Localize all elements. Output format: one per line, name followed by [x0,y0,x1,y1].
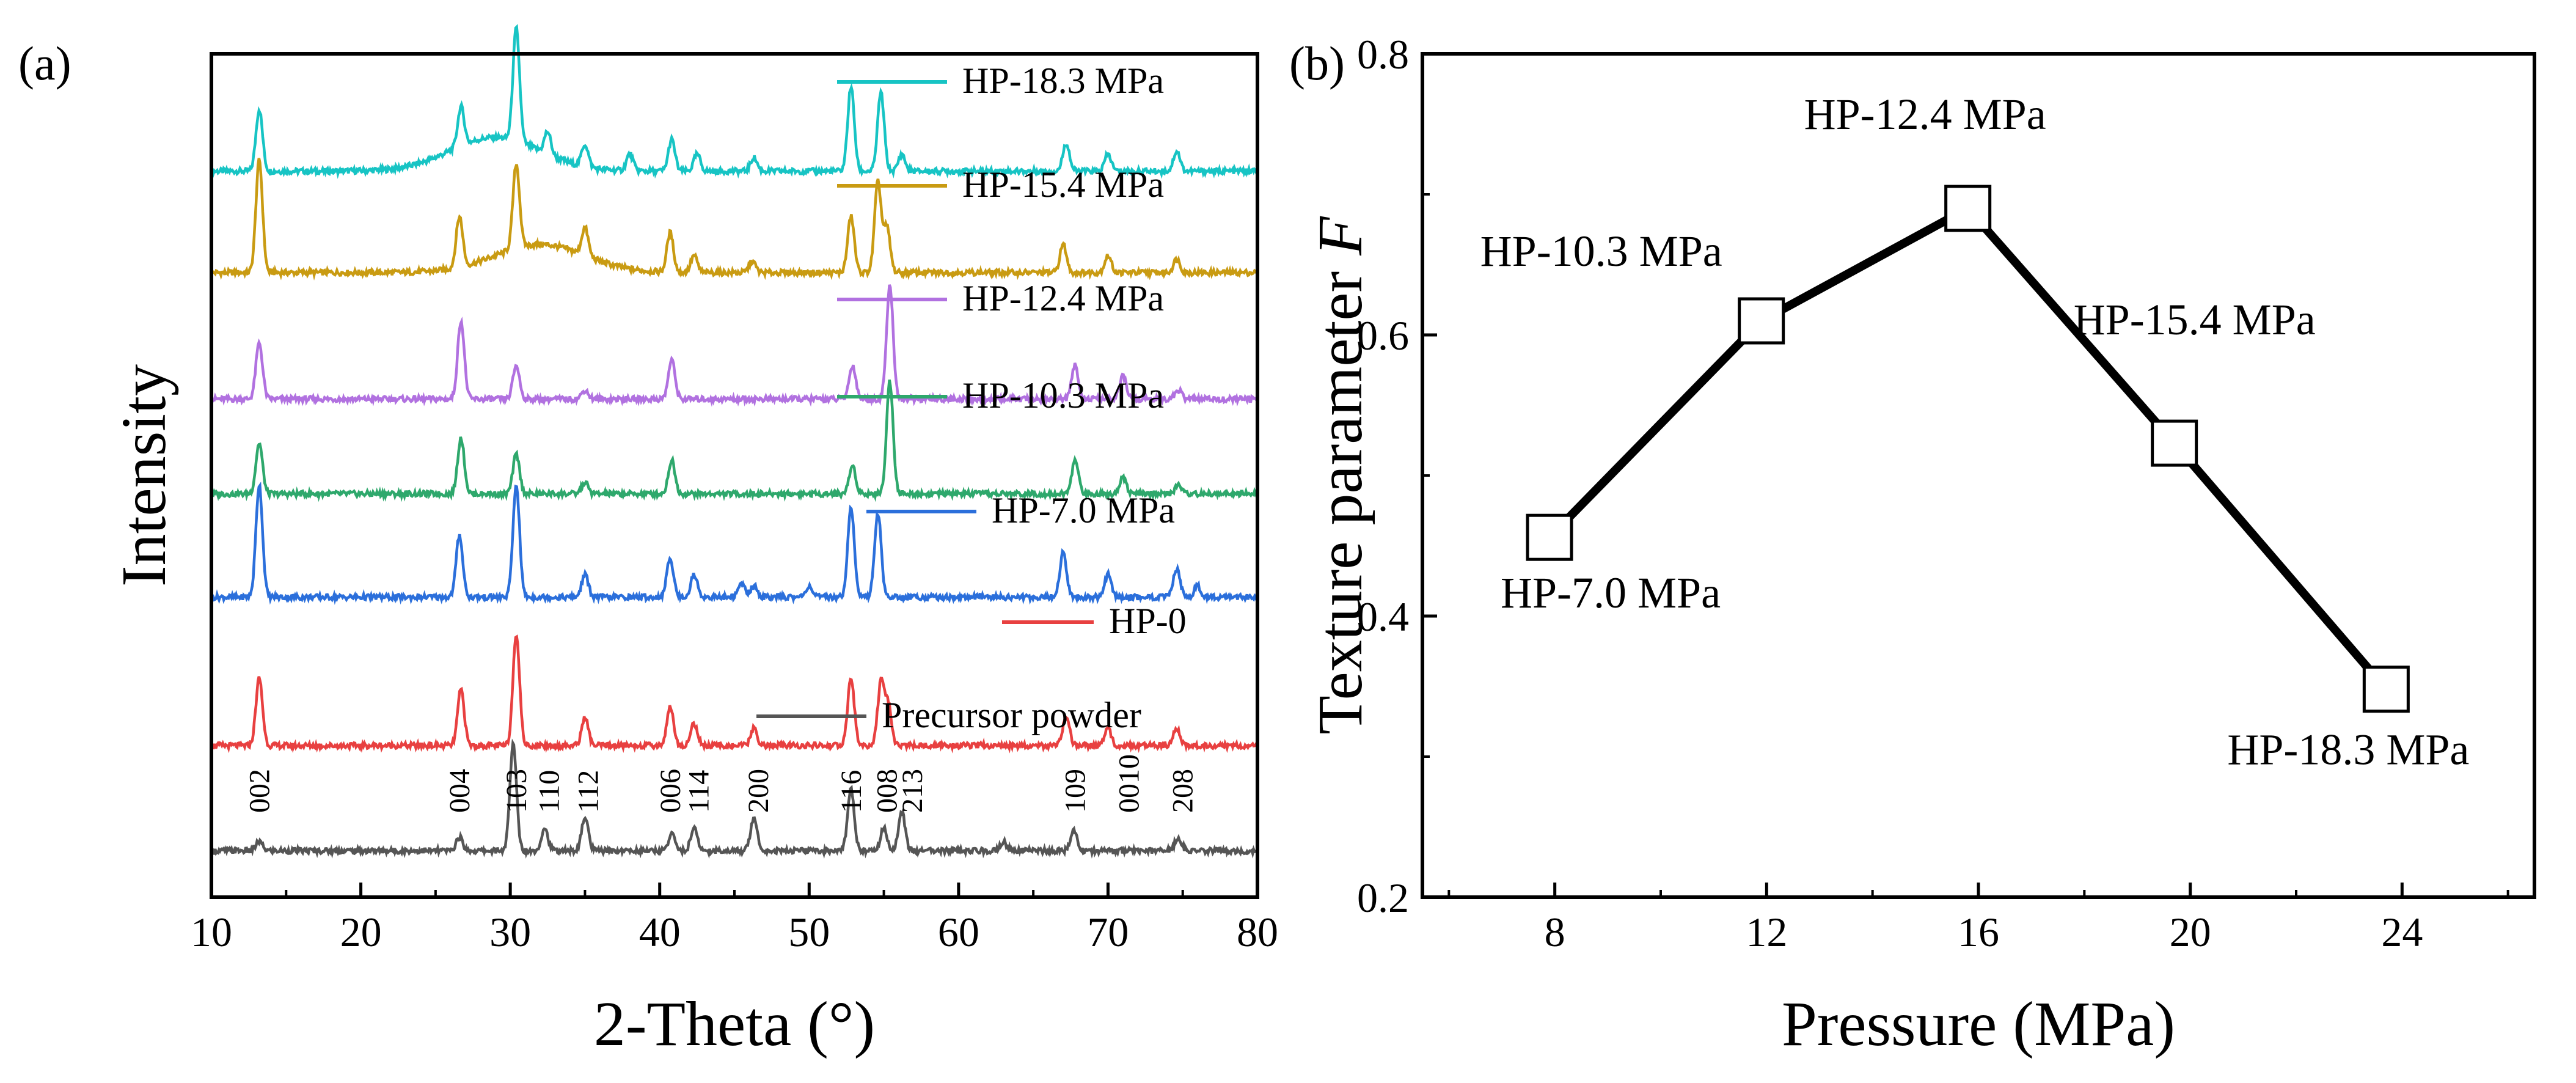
y-tick-label: 0.4 [1357,593,1409,640]
hkl-label: 006 [654,769,687,813]
texture-point-label: HP-10.3 MPa [1480,227,1722,276]
texture-point [2362,666,2410,713]
texture-point-label: HP-7.0 MPa [1501,568,1721,617]
x-tick-label: 12 [1746,909,1787,955]
texture-point-labels: HP-7.0 MPa HP-10.3 MPa HP-12.4 MPa HP-15.4 … [1480,90,2470,774]
legend-label: HP-12.4 MPa [962,278,1164,318]
hkl-label: 114 [682,770,715,813]
texture-y-axis-title-main: Texture parameter [1305,255,1375,735]
x-tick-label: 70 [1087,909,1129,955]
x-tick-label: 80 [1237,909,1278,955]
legend-label: Precursor powder [882,695,1141,735]
xrd-legend: HP-18.3 MPa HP-15.4 MPa HP-12.4 MPa HP-10.3… [756,61,1187,735]
hkl-label: 008 [871,769,904,813]
texture-point [1944,185,1992,232]
hkl-label: 002 [243,769,276,813]
texture-point [1526,513,1573,561]
x-tick-label: 8 [1545,909,1565,955]
legend-label: HP-7.0 MPa [992,490,1175,530]
x-tick-label: 60 [938,909,979,955]
legend-label: HP-15.4 MPa [962,164,1164,205]
hkl-label: 0010 [1113,754,1146,813]
texture-point [2151,419,2198,467]
hkl-label: 116 [835,770,868,813]
x-tick-label: 20 [2170,909,2211,955]
legend-entry: HP-0 [1002,601,1187,641]
xrd-y-axis-title: Intensity [109,364,179,587]
hkl-label: 213 [896,769,929,813]
xrd-traces [210,24,1259,859]
texture-markers [1526,185,2410,713]
x-tick-label: 50 [788,909,830,955]
y-tick-label: 0.8 [1357,31,1409,78]
texture-chart: HP-7.0 MPa HP-10.3 MPa HP-12.4 MPa HP-15.4 … [1305,31,2536,1059]
hkl-label: 110 [533,770,566,813]
texture-point-label: HP-15.4 MPa [2074,295,2316,344]
xrd-x-ticks: 10 20 30 40 50 60 70 80 [191,883,1278,955]
texture-x-ticks: 8 12 16 20 24 [1447,883,2509,955]
hkl-label: 109 [1059,769,1092,813]
x-tick-label: 30 [489,909,531,955]
panel-b-label: (b) [1289,37,1345,90]
hkl-label: 112 [572,770,604,813]
xrd-trace-hp-12-4-mpa [211,284,1259,407]
xrd-trace-hp-18-3-mpa [210,24,1259,179]
legend-entry: HP-15.4 MPa [837,164,1164,205]
hkl-label: 004 [444,769,476,813]
texture-x-axis-title: Pressure (MPa) [1782,989,2175,1059]
legend-label: HP-10.3 MPa [962,375,1164,416]
xrd-chart: HP-18.3 MPa HP-15.4 MPa HP-12.4 MPa HP-10.3… [109,24,1278,1059]
panel-a-label: (a) [18,37,71,90]
texture-point-label: HP-12.4 MPa [1804,90,2046,139]
x-tick-label: 10 [191,909,232,955]
legend-entry: HP-7.0 MPa [866,490,1175,530]
x-tick-label: 40 [639,909,681,955]
hkl-label: 200 [742,769,775,813]
texture-point-label: HP-18.3 MPa [2227,725,2469,774]
x-tick-label: 16 [1958,909,1999,955]
xrd-trace-hp-7-0-mpa [210,482,1259,605]
xrd-x-axis-title: 2-Theta (°) [594,989,875,1059]
xrd-trace-hp-15-4-mpa [210,158,1259,281]
texture-y-axis-title: Texture parameter F [1305,216,1375,735]
y-tick-label: 0.2 [1357,875,1409,921]
x-tick-label: 20 [340,909,382,955]
legend-label: HP-0 [1109,601,1187,641]
texture-y-axis-title-italic: F [1305,216,1375,256]
hkl-label: 103 [500,769,533,813]
x-tick-label: 24 [2381,909,2423,955]
xrd-trace-precursor-powder [210,738,1259,859]
hkl-label: 208 [1167,769,1199,813]
y-tick-label: 0.6 [1357,312,1409,359]
texture-point [1738,297,1785,345]
legend-label: HP-18.3 MPa [962,61,1164,101]
legend-entry: HP-12.4 MPa [837,278,1164,318]
legend-entry: HP-18.3 MPa [837,61,1164,101]
texture-y-ticks: 0.2 0.4 0.6 0.8 [1357,31,1437,921]
xrd-trace-hp-10-3-mpa [210,379,1259,502]
xrd-trace-hp-0 [210,634,1259,754]
legend-entry: Precursor powder [756,695,1141,735]
legend-entry: HP-10.3 MPa [837,375,1164,416]
